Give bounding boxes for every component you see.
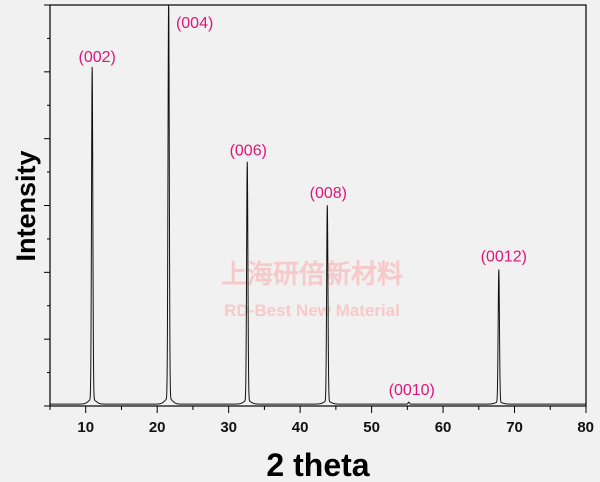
- x-axis-ticks: 10 20 30 40 50 60 70 80: [49, 406, 594, 436]
- watermark: 上海研倍新材料 RD-Best New Material: [221, 259, 403, 320]
- x-tick-label: 80: [577, 419, 594, 436]
- y-axis-title: Intensity: [11, 150, 41, 261]
- x-axis-title: 2 theta: [266, 447, 369, 482]
- peak-label: (006): [230, 142, 267, 159]
- peak-label: (002): [78, 49, 115, 66]
- watermark-cn: 上海研倍新材料: [221, 259, 403, 290]
- peak-label: (004): [176, 15, 213, 32]
- plot-frame: [49, 4, 587, 407]
- peak-label: (0010): [389, 382, 435, 399]
- x-tick-label: 10: [77, 419, 94, 436]
- x-tick-label: 30: [220, 419, 237, 436]
- peak-labels: (002) (004) (006) (008) (0010) (0012): [78, 15, 526, 399]
- x-tick-label: 70: [506, 419, 523, 436]
- watermark-en: RD-Best New Material: [224, 301, 400, 320]
- x-tick-label: 60: [435, 419, 452, 436]
- xrd-spectrum-line: [50, 4, 586, 405]
- x-tick-label: 40: [292, 419, 309, 436]
- x-tick-label: 50: [363, 419, 380, 436]
- y-axis-ticks: [44, 4, 50, 407]
- x-tick-label: 20: [149, 419, 166, 436]
- peak-label: (0012): [481, 249, 527, 266]
- peak-label: (008): [310, 185, 347, 202]
